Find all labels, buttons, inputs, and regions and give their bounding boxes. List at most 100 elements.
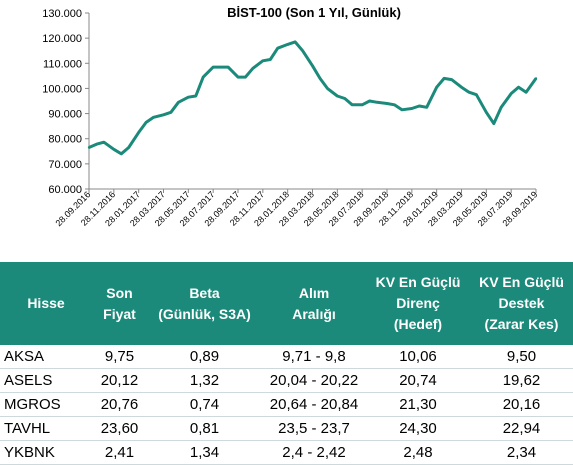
column-header-line: KV En Güçlü (479, 274, 564, 290)
data-point (112, 148, 116, 151)
data-point (87, 146, 91, 149)
value-cell: 2,41 (92, 440, 147, 465)
column-header: Beta (Günlük, S3A) (147, 262, 262, 345)
data-point (177, 101, 180, 104)
data-point (375, 101, 379, 104)
value-cell: 22,94 (470, 416, 573, 441)
value-cell: 20,12 (92, 368, 147, 393)
value-cell: 9,75 (92, 345, 147, 369)
column-header: Son Fiyat (92, 262, 147, 345)
data-point (269, 58, 272, 61)
data-point (524, 91, 528, 94)
column-header-line: Aralığı (292, 305, 336, 322)
data-point (120, 152, 123, 155)
data-point (500, 106, 503, 109)
value-cell: 2,34 (470, 440, 573, 465)
data-point (400, 108, 404, 112)
value-cell: 2,48 (366, 440, 470, 465)
value-cell: 0,89 (147, 345, 262, 369)
data-point (261, 59, 264, 62)
data-point (385, 102, 389, 105)
y-tick-label: 130.000 (42, 8, 82, 20)
data-point (236, 75, 240, 79)
ticker-cell: YKBNK (0, 440, 92, 465)
y-tick-label: 110.000 (43, 58, 82, 70)
value-cell: 20,76 (92, 392, 147, 417)
column-header: KV En Güçlü Direnç (Hedef) (366, 262, 470, 345)
column-header-line: Hisse (27, 295, 65, 311)
data-point (144, 121, 148, 124)
data-point (293, 40, 297, 44)
value-cell: 9,71 - 9,8 (262, 345, 366, 369)
stock-table: Hisse Son Fiyat Beta (Günlük, S3A) Alım Aralığ… (0, 262, 573, 465)
series-line (88, 40, 538, 156)
data-point (425, 106, 428, 109)
data-point (311, 64, 314, 68)
data-point (534, 77, 538, 80)
value-cell: 20,16 (470, 392, 573, 417)
data-point (485, 111, 488, 114)
data-point (343, 97, 346, 100)
table-body: AKSA 9,75 0,89 9,71 - 9,8 10,06 9,50 ASELS 20,1… (0, 345, 573, 465)
data-point (492, 122, 495, 125)
data-point (435, 86, 438, 89)
column-header-line: (Hedef) (393, 316, 443, 332)
chart-title: BİST-100 (Son 1 Yıl, Günlük) (227, 5, 401, 20)
column-header-line: KV En Güçlü (375, 274, 461, 290)
data-point (169, 111, 173, 114)
column-header-line: Fiyat (103, 305, 136, 322)
value-cell: 2,4 - 2,42 (262, 440, 366, 465)
data-point (251, 67, 255, 70)
data-point (410, 107, 413, 110)
data-point (442, 77, 446, 80)
value-cell: 9,50 (470, 345, 573, 369)
ticker-cell: ASELS (0, 368, 92, 393)
x-tick-labels: 28.09.201628.11.201628.01.201728.03.2017… (53, 189, 539, 228)
value-cell: 1,34 (147, 440, 262, 465)
table-row: AKSA 9,75 0,89 9,71 - 9,8 10,06 9,50 (0, 345, 573, 369)
series-lines (87, 40, 538, 156)
value-cell: 0,81 (147, 416, 262, 441)
column-header-line: Beta (189, 284, 220, 301)
data-point (351, 103, 354, 107)
data-point (194, 94, 197, 98)
data-point (162, 113, 165, 117)
y-tick-label: 60.000 (48, 184, 82, 196)
y-tick-label: 90.000 (48, 109, 82, 121)
data-point (187, 96, 190, 99)
data-point (517, 86, 520, 89)
value-cell: 19,62 (470, 368, 573, 393)
value-cell: 1,32 (147, 368, 262, 393)
table-header-row: Hisse Son Fiyat Beta (Günlük, S3A) Alım Aralığ… (0, 262, 573, 345)
value-cell: 21,30 (366, 392, 470, 417)
data-point (336, 94, 339, 98)
data-point (467, 91, 471, 94)
value-cell: 20,74 (366, 368, 470, 393)
data-point (510, 92, 513, 95)
data-point (368, 99, 371, 103)
data-point (226, 65, 230, 69)
value-cell: 20,04 - 20,22 (262, 368, 366, 393)
ticker-cell: AKSA (0, 345, 92, 369)
data-point (244, 75, 247, 79)
ticker-cell: TAVHL (0, 416, 92, 441)
value-cell: 20,64 - 20,84 (262, 392, 366, 417)
data-point (361, 103, 364, 107)
bist100-chart: BİST-100 (Son 1 Yıl, Günlük) 60.000 70.00… (42, 5, 539, 228)
data-point (475, 93, 478, 96)
value-cell: 23,60 (92, 416, 147, 441)
y-tick-label: 100.000 (42, 83, 82, 95)
column-header-line: Alım (298, 284, 330, 301)
column-header-line: (Zarar Kes) (484, 316, 559, 332)
column-header-line: (Günlük, S3A) (158, 305, 251, 322)
chart-axes (85, 12, 537, 193)
data-point (95, 143, 98, 146)
data-point (276, 47, 279, 50)
data-point (450, 78, 453, 81)
y-tick-label: 80.000 (48, 134, 82, 146)
data-point (318, 77, 322, 80)
data-point (460, 86, 463, 89)
column-header: Alım Aralığı (262, 262, 366, 345)
value-cell: 0,74 (147, 392, 262, 417)
column-header-line: Son (106, 284, 133, 301)
